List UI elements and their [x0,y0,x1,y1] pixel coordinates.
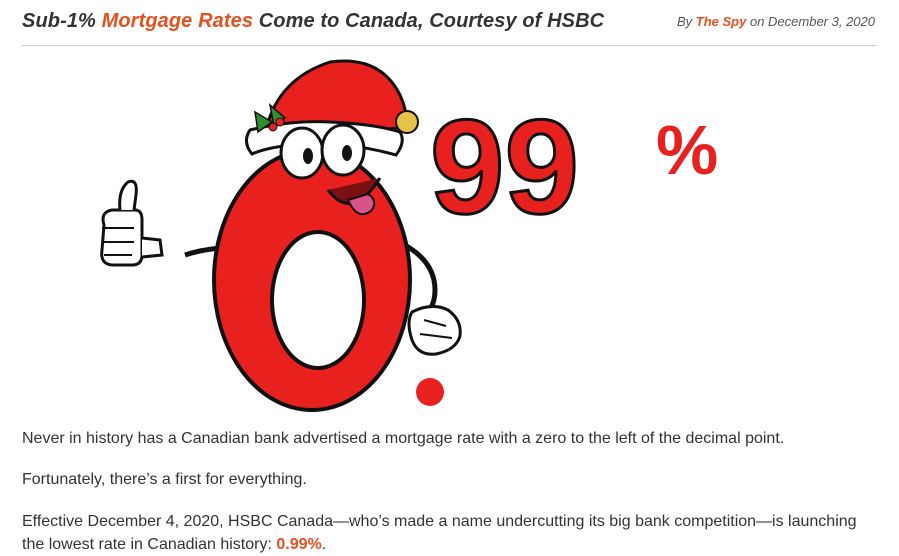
paragraph-effective-end: . [321,536,327,553]
title-text-start: Sub-1% [22,10,102,32]
mascot-smile-icon [326,177,382,216]
thumbs-up-glove-icon [100,179,164,267]
paragraph-effective-text: Effective December 4, 2020, HSBC Canada—… [22,513,857,553]
paragraph-effective: Effective December 4, 2020, HSBC Canada—… [22,510,882,556]
article-header: Sub-1% Mortgage Rates Come to Canada, Co… [22,0,877,46]
zero-mascot-icon [212,148,412,412]
right-glove-icon [407,305,462,356]
mascot-eyes-icon [279,123,366,180]
decimal-point-dot [416,378,444,406]
rate-highlight: 0.99% [276,536,322,553]
byline: By The Spy on December 3, 2020 [677,14,875,29]
percent-sign: % [656,111,718,189]
hero-illustration: 99 % [100,59,718,412]
byline-prefix: By [676,14,696,29]
title-text-end: Come to Canada, Courtesy of HSBC [253,10,605,32]
article-title[interactable]: Sub-1% Mortgage Rates Come to Canada, Co… [22,10,604,33]
byline-on: on [746,14,769,29]
paragraph-history: Never in history has a Canadian bank adv… [22,430,785,447]
publish-date: December 3, 2020 [768,14,875,29]
author-link[interactable]: The Spy [695,14,747,29]
rate-digits: 99 [430,93,579,242]
title-accent-text: Mortgage Rates [101,10,254,32]
paragraph-first: Fortunately, there’s a first for everyth… [22,471,307,488]
